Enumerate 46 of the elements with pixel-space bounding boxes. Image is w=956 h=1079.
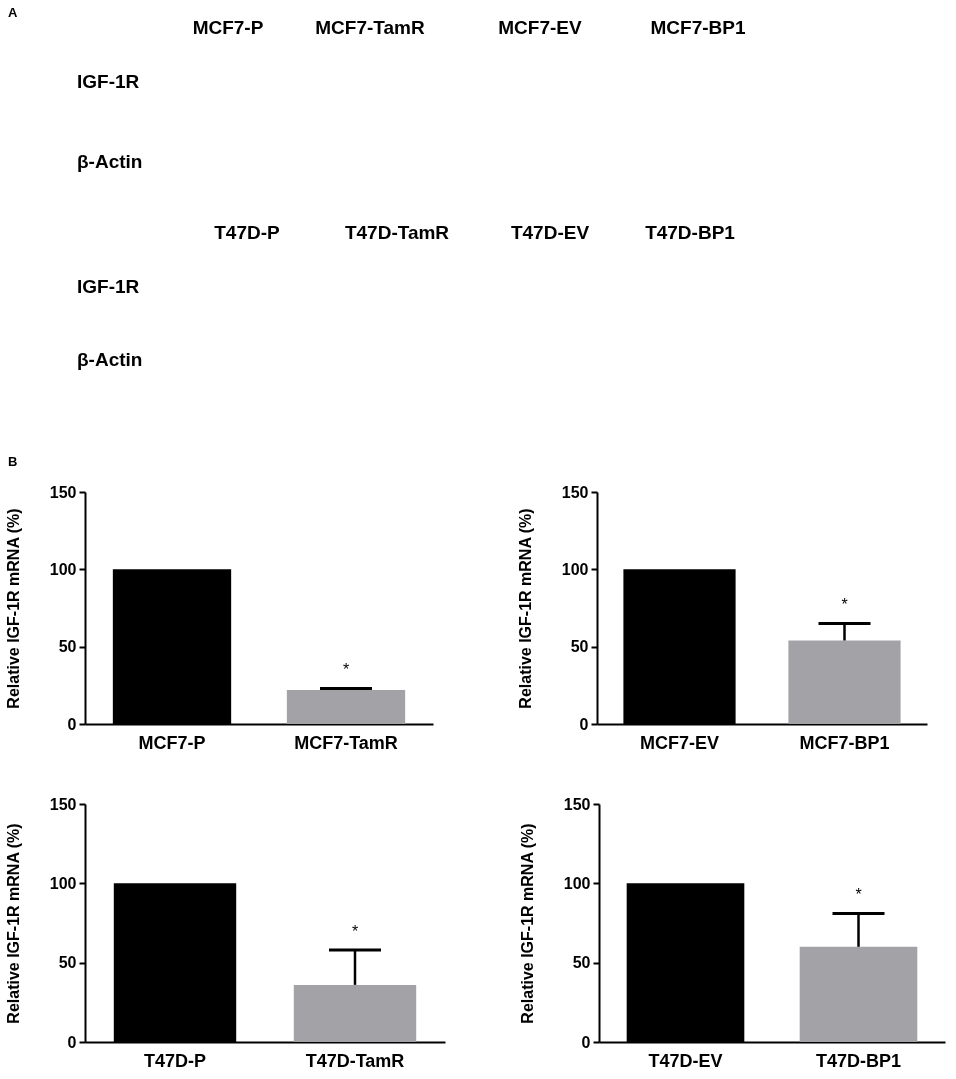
annotation: * <box>351 922 359 940</box>
y-tick-label: 100 <box>561 560 589 578</box>
text: MCF7-TamR <box>315 17 425 38</box>
x-tick-label: T47D-BP1 <box>815 1050 902 1071</box>
text: A <box>8 5 18 20</box>
text: MCF7-BP1 <box>650 17 746 38</box>
annotation: * <box>841 596 848 614</box>
y-tick-label: 100 <box>49 560 77 578</box>
text: MCF7-P <box>192 17 264 38</box>
x-tick-label: T47D-TamR <box>305 1050 405 1071</box>
x-tick-label: MCF7-TamR <box>294 732 398 753</box>
x-tick-label: T47D-P <box>143 1050 207 1071</box>
y-tick-label: 150 <box>561 483 589 501</box>
y-tick-label: 0 <box>67 1033 77 1051</box>
y-tick-label: 100 <box>49 874 77 892</box>
y-axis-title: Relative IGF-1R mRNA (%) <box>516 508 534 709</box>
text: T47D-BP1 <box>645 222 736 243</box>
y-tick-label: 50 <box>58 954 77 972</box>
y-tick-label: 150 <box>563 795 591 813</box>
text: B <box>8 454 18 469</box>
text: T47D-EV <box>510 222 590 243</box>
annotation: * <box>855 886 862 904</box>
y-tick-label: 100 <box>563 874 591 892</box>
text: T47D-P <box>214 222 281 243</box>
text: β-Actin <box>77 151 143 172</box>
x-tick-label: MCF7-P <box>138 732 206 753</box>
x-tick-label: MCF7-BP1 <box>799 732 890 753</box>
y-axis-title: Relative IGF-1R mRNA (%) <box>518 823 536 1024</box>
y-tick-label: 150 <box>49 483 77 501</box>
y-axis-title: Relative IGF-1R mRNA (%) <box>4 823 22 1024</box>
x-tick-label: T47D-EV <box>648 1050 723 1071</box>
y-tick-label: 50 <box>58 638 77 656</box>
x-tick-label: MCF7-EV <box>639 732 720 753</box>
text: IGF-1R <box>77 276 140 297</box>
text: IGF-1R <box>77 71 140 92</box>
y-tick-label: 50 <box>572 954 591 972</box>
text: β-Actin <box>77 349 143 370</box>
text: T47D-TamR <box>344 222 450 243</box>
y-axis-title: Relative IGF-1R mRNA (%) <box>4 508 22 709</box>
annotation: * <box>342 661 350 679</box>
y-tick-label: 0 <box>67 715 77 733</box>
y-tick-label: 50 <box>570 638 589 656</box>
y-tick-label: 0 <box>581 1033 591 1051</box>
text: MCF7-EV <box>498 17 583 38</box>
y-tick-label: 150 <box>49 795 77 813</box>
y-tick-label: 0 <box>579 715 589 733</box>
